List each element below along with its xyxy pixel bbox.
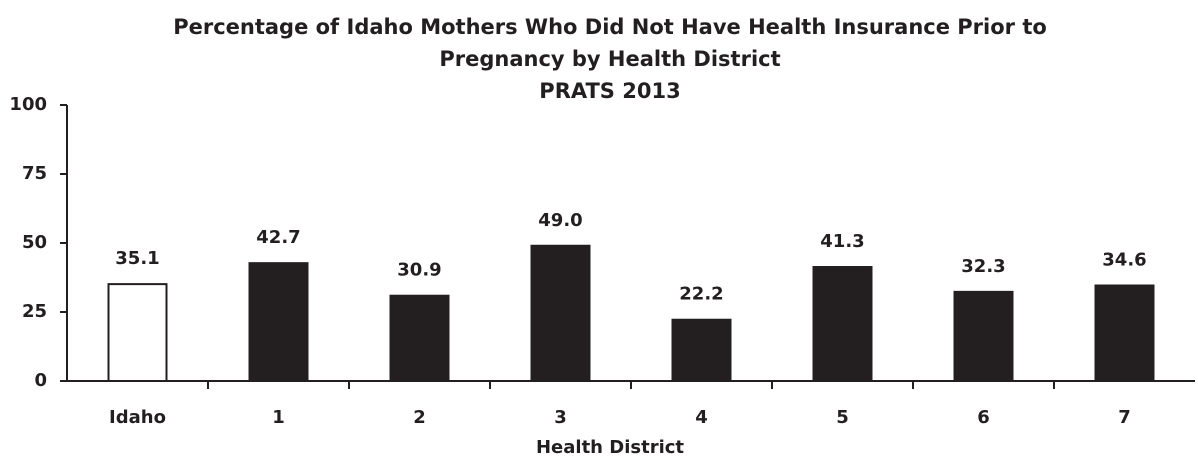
data-label: 34.6 <box>1102 250 1146 271</box>
chart-title: Percentage of Idaho Mothers Who Did Not … <box>173 15 1047 39</box>
bar <box>1094 284 1155 382</box>
y-tick-label: 0 <box>34 370 47 391</box>
data-label: 49.0 <box>538 210 582 231</box>
bar <box>248 262 309 383</box>
bar <box>389 294 450 382</box>
bar <box>107 283 168 382</box>
bar <box>671 318 732 382</box>
bar <box>812 266 873 382</box>
x-tick-label: 4 <box>695 407 708 428</box>
chart-subtitle: PRATS 2013 <box>539 79 680 103</box>
x-axis-label: Health District <box>536 437 684 458</box>
data-label: 32.3 <box>961 256 1005 277</box>
y-tick-label: 25 <box>22 301 47 322</box>
y-tick-label: 100 <box>9 94 47 115</box>
data-label: 35.1 <box>115 248 159 269</box>
data-label: 42.7 <box>256 227 300 248</box>
x-tick-label: 1 <box>272 407 285 428</box>
data-label: 30.9 <box>397 260 441 281</box>
x-tick-label: 2 <box>413 407 426 428</box>
bar <box>530 244 591 382</box>
chart-title: Pregnancy by Health District <box>439 47 780 71</box>
data-label: 41.3 <box>820 231 864 252</box>
bar <box>953 290 1014 382</box>
y-tick-label: 75 <box>22 163 47 184</box>
x-tick-label: 6 <box>977 407 990 428</box>
x-tick-label: 7 <box>1118 407 1131 428</box>
data-label: 22.2 <box>679 284 723 305</box>
y-tick-label: 50 <box>22 232 47 253</box>
x-tick-label: 3 <box>554 407 567 428</box>
x-tick-label: 5 <box>836 407 849 428</box>
x-tick-label: Idaho <box>109 407 166 428</box>
